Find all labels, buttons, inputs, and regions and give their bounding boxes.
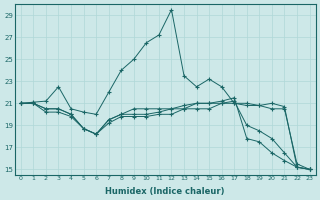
X-axis label: Humidex (Indice chaleur): Humidex (Indice chaleur) xyxy=(106,187,225,196)
